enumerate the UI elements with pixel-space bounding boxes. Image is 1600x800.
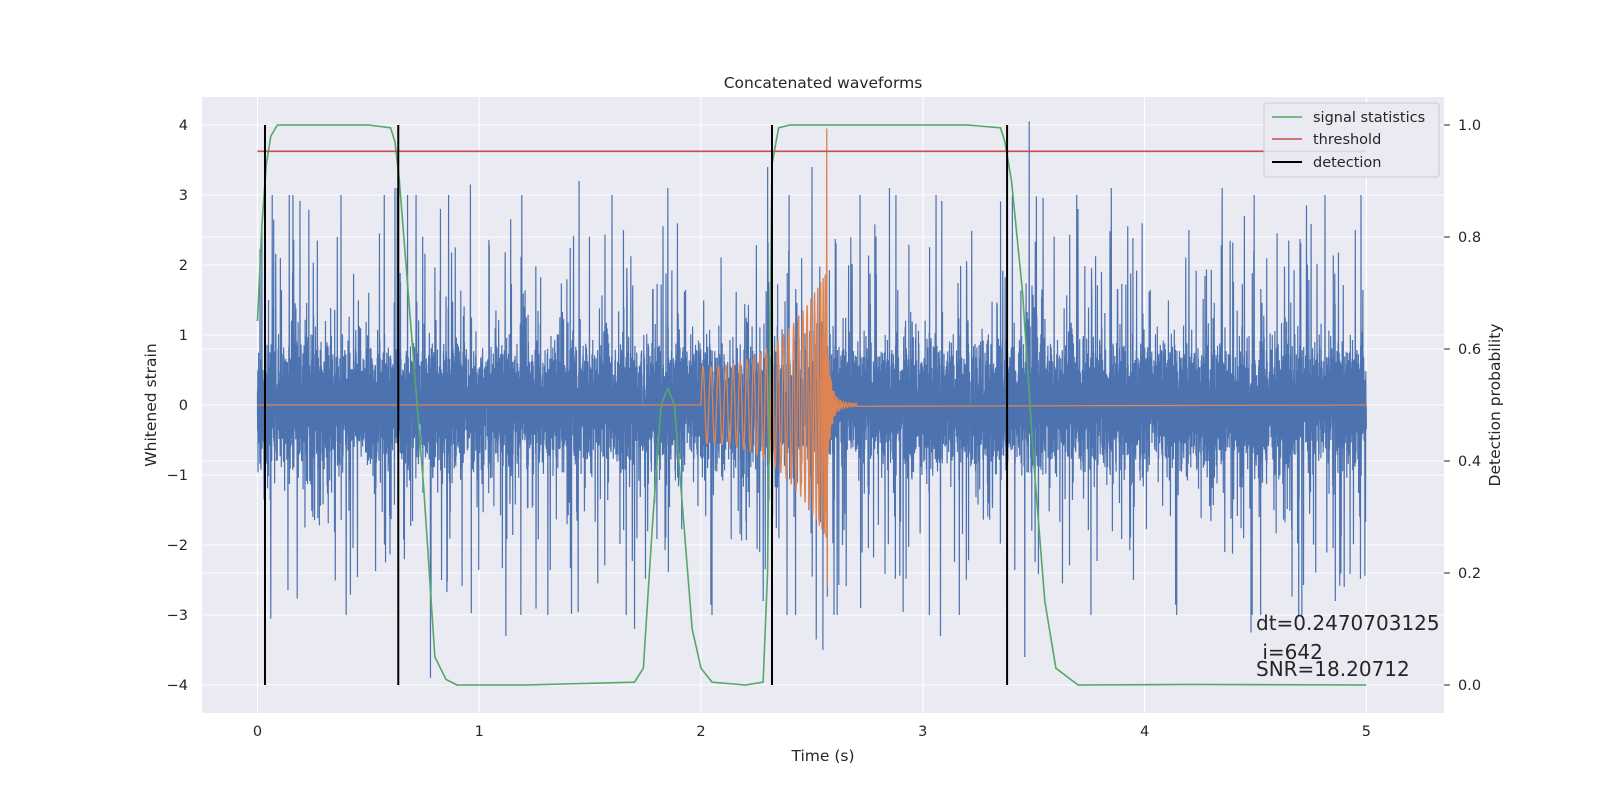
y-tick-label: −1 (167, 468, 188, 484)
right-axis: 0.0 0.2 0.4 0.6 0.8 1.0 (1444, 118, 1481, 694)
annotation-i: i=642 (1256, 640, 1323, 664)
y-tick-label: −4 (167, 678, 188, 694)
x-axis-label: Time (s) (790, 747, 854, 765)
legend: signal statistics threshold detection (1263, 102, 1440, 178)
y2-tick-label: 0.8 (1458, 230, 1481, 246)
bottom-axis: 0 1 2 3 4 5 (253, 724, 1371, 740)
y2-axis-label: Detection probability (1486, 324, 1504, 487)
y2-tick-label: 0.0 (1458, 678, 1481, 694)
y-tick-label: −3 (167, 608, 188, 624)
signal-statistics-line (256, 124, 1367, 686)
y2-tick-label: 0.2 (1458, 566, 1481, 582)
y2-tick-label: 0.6 (1458, 342, 1481, 358)
y-tick-label: 0 (179, 398, 188, 414)
chart-title: Concatenated waveforms (724, 74, 923, 92)
legend-label-detection: detection (1313, 155, 1381, 171)
legend-label-signal: signal statistics (1313, 110, 1425, 126)
right-axis-series (256, 124, 1367, 686)
left-axis: −4 −3 −2 −1 0 1 2 3 4 (167, 118, 188, 694)
y-tick-label: 1 (179, 328, 188, 344)
strain-series-line (256, 121, 1367, 679)
x-tick-label: 5 (1362, 724, 1371, 740)
x-tick-label: 2 (696, 724, 705, 740)
x-tick-label: 4 (1140, 724, 1149, 740)
legend-box (1263, 102, 1440, 178)
y-tick-label: 3 (179, 188, 188, 204)
legend-label-threshold: threshold (1313, 132, 1381, 148)
y2-tick-label: 1.0 (1458, 118, 1481, 134)
y-tick-label: 2 (179, 258, 188, 274)
y2-tick-label: 0.4 (1458, 454, 1481, 470)
plot-layer (256, 121, 1367, 686)
annotation-dt: dt=0.2470703125 (1256, 611, 1440, 635)
y-tick-label: 4 (179, 118, 188, 134)
y-tick-label: −2 (167, 538, 188, 554)
detection-lines (263, 125, 1009, 685)
waveform-series-line (257, 128, 1367, 588)
y-axis-label: Whitened strain (142, 343, 160, 466)
x-tick-label: 1 (475, 724, 484, 740)
x-tick-label: 0 (253, 724, 262, 740)
x-tick-label: 3 (918, 724, 927, 740)
annotation-snr: SNR=18.20712 (1256, 657, 1410, 681)
